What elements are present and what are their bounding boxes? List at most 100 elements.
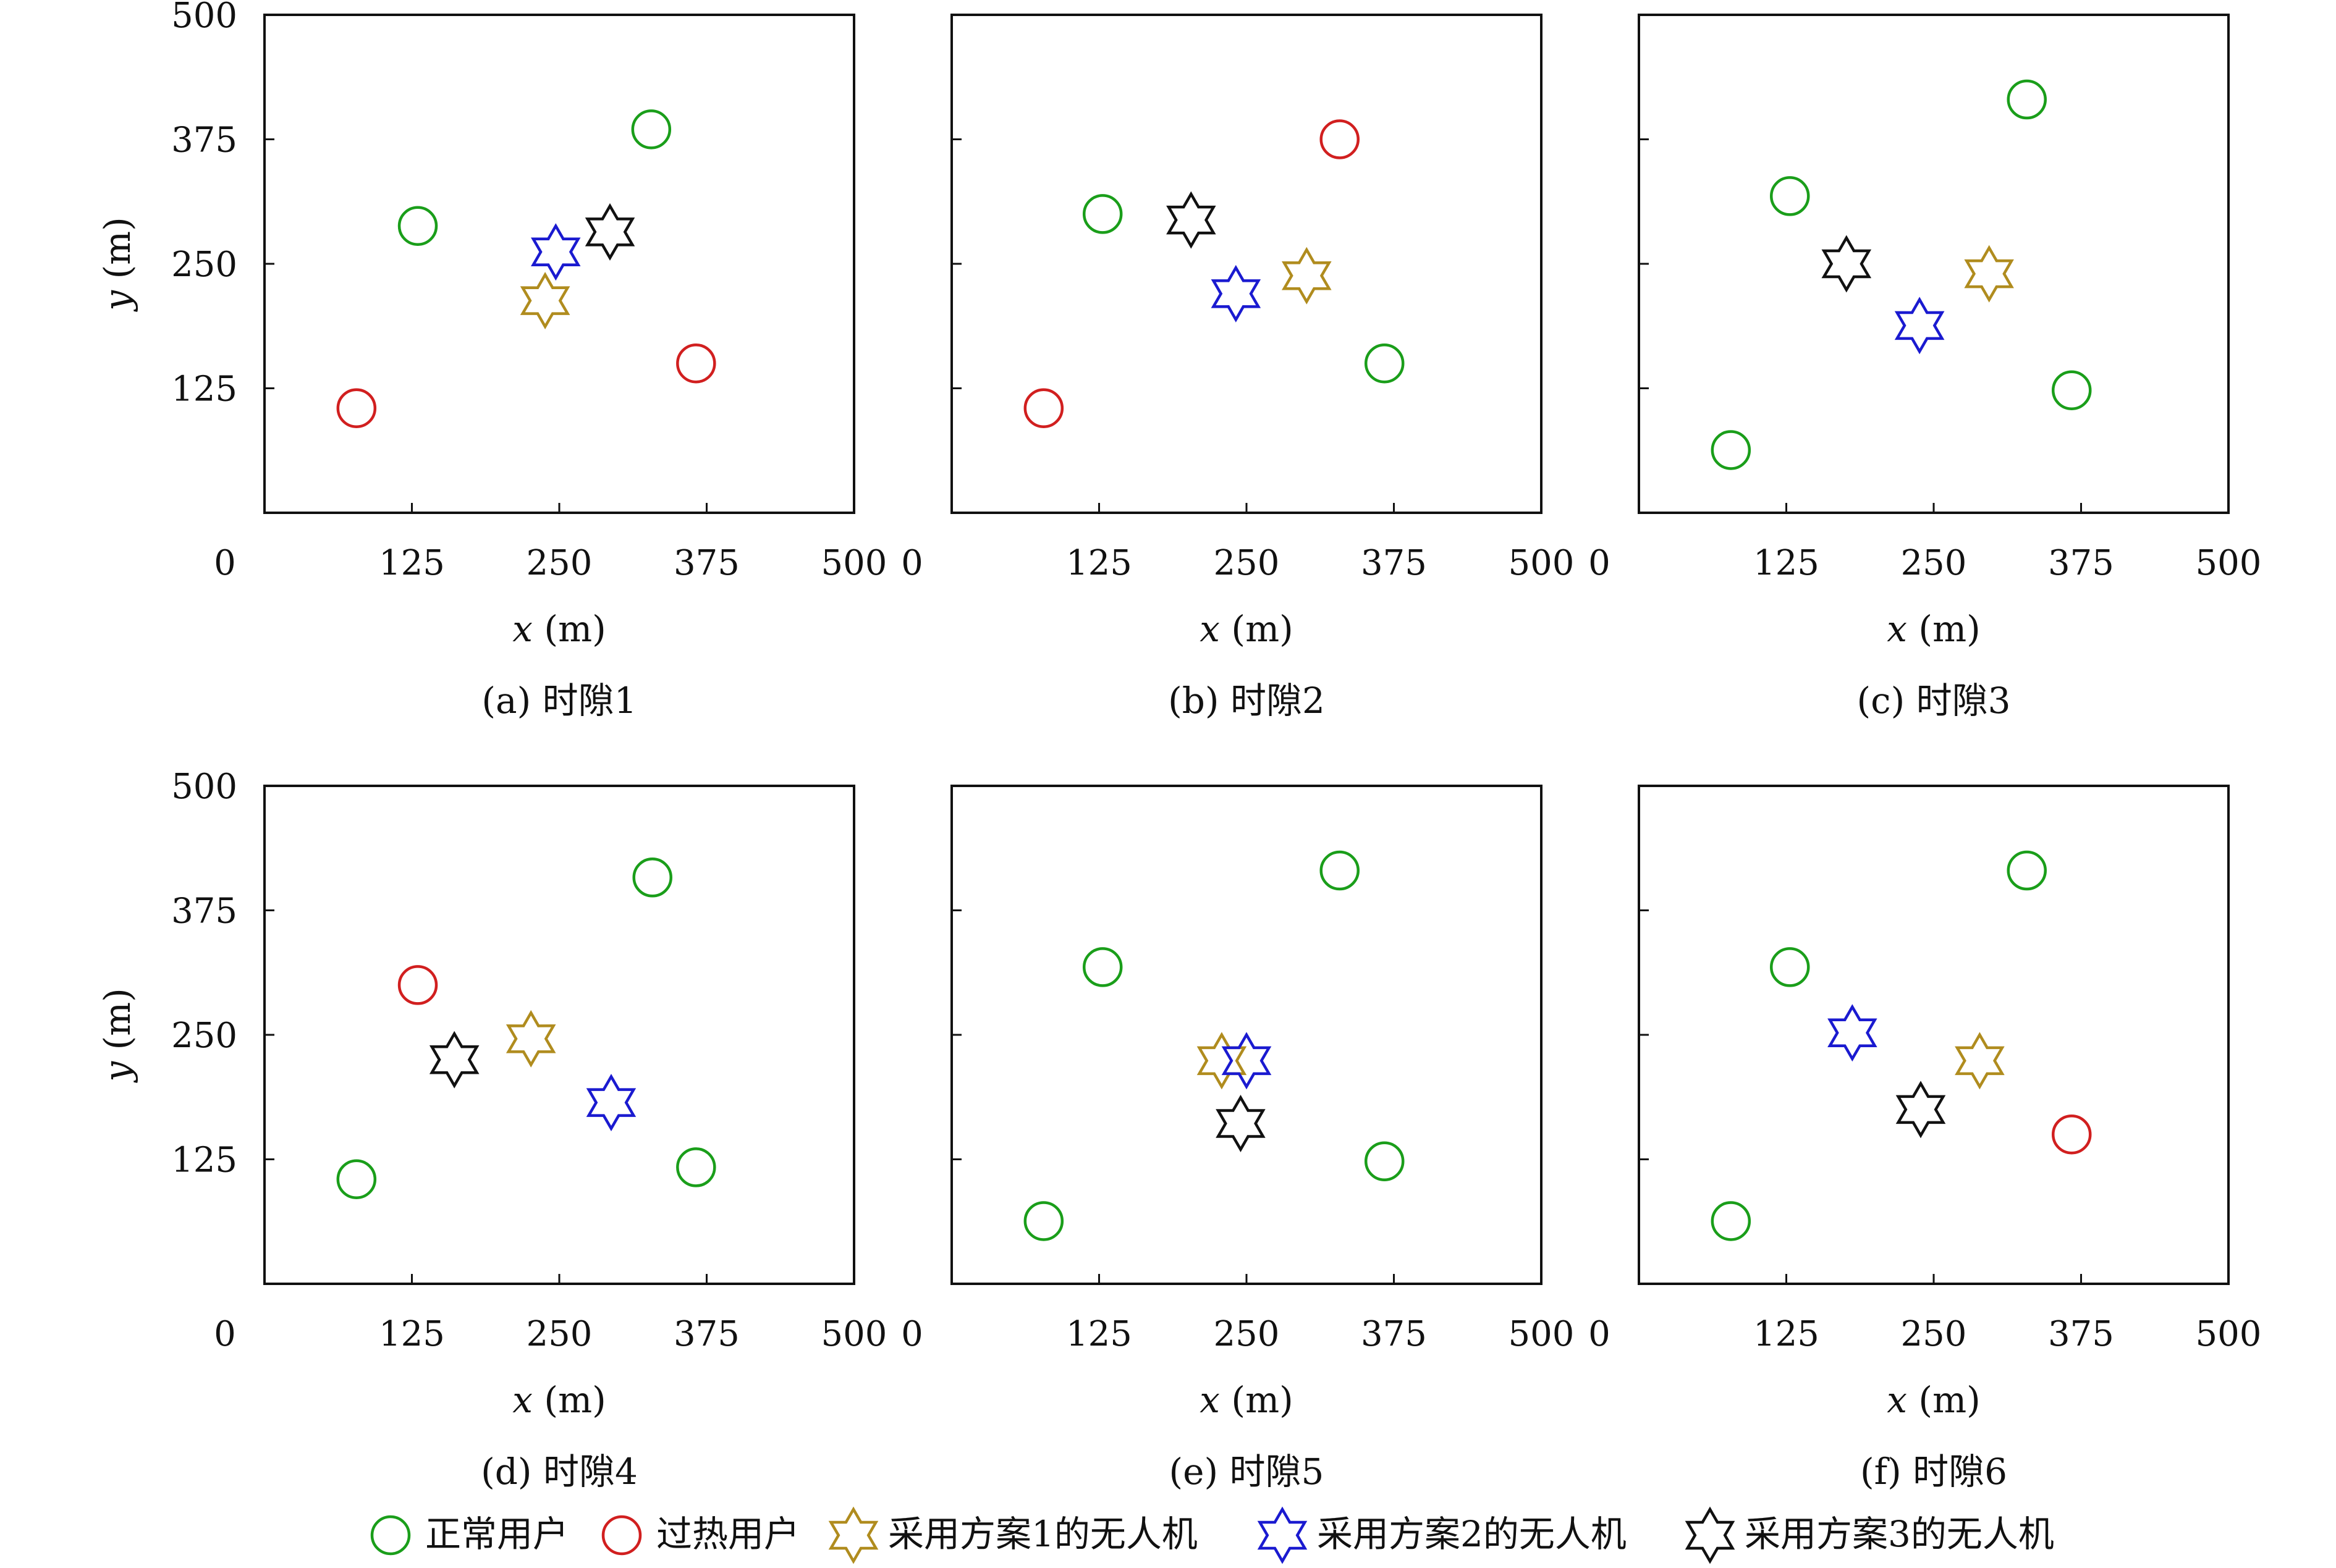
x-tick-label: 0 — [214, 543, 236, 583]
normal-user-point — [2007, 850, 2047, 891]
uav-scheme3-point — [585, 203, 635, 261]
legend-marker-uav-scheme2 — [1257, 1506, 1308, 1564]
y-tick-label: 375 — [171, 120, 237, 161]
x-tick-label: 125 — [1753, 1314, 1819, 1354]
uav-scheme2-point — [1894, 297, 1945, 355]
uav-scheme2-point — [1211, 264, 1261, 322]
x-tick-label: 125 — [379, 1314, 445, 1354]
uav-scheme1-point — [1281, 247, 1332, 305]
legend-label-uav-scheme1: 采用方案1的无人机 — [888, 1513, 1198, 1555]
x-tick-label: 250 — [1901, 543, 1967, 583]
uav-scheme1-point — [1955, 1032, 2005, 1090]
x-tick-label: 0 — [901, 1314, 923, 1354]
overheated-user-point — [2051, 1114, 2092, 1155]
panel-caption: (c) 时隙3 — [1856, 680, 2010, 722]
overheated-user-point — [397, 965, 438, 1005]
overheated-user-point — [1319, 119, 1360, 159]
x-tick-label: 0 — [901, 543, 923, 583]
normal-user-point — [336, 1159, 377, 1199]
panel-f: 0 125 250 375 500 x (m) (f) 时隙6 — [1588, 785, 2262, 1493]
x-axis-label: x (m) — [512, 608, 606, 650]
overheated-user-point — [336, 388, 377, 428]
panel-caption: (e) 时隙5 — [1169, 1451, 1324, 1493]
x-tick-label: 500 — [2196, 1314, 2262, 1354]
y-axis-label: y (m) — [96, 988, 138, 1083]
plot-frame — [1638, 785, 2230, 1285]
x-tick-label: 250 — [1214, 1314, 1280, 1354]
x-tick-label: 250 — [1214, 543, 1280, 583]
legend-marker-uav-scheme3 — [1685, 1506, 1735, 1564]
panel-caption: (f) 时隙6 — [1860, 1451, 2007, 1493]
y-tick-label: 125 — [171, 369, 237, 410]
uav-scheme3-point — [1821, 235, 1872, 293]
x-tick-label: 500 — [821, 543, 887, 583]
panel-caption: (a) 时隙1 — [481, 680, 637, 722]
y-axis-label: y (m) — [96, 217, 138, 312]
normal-user-point — [1082, 947, 1123, 987]
plot-frame — [263, 14, 855, 514]
uav-scheme1-point — [1196, 1032, 1247, 1090]
normal-user-point — [2007, 79, 2047, 120]
x-axis-label: x (m) — [1200, 1379, 1293, 1421]
normal-user-point — [676, 1147, 716, 1187]
x-tick-label: 375 — [2048, 1314, 2114, 1354]
normal-user-point — [1364, 343, 1405, 384]
x-tick-label: 250 — [527, 543, 593, 583]
y-tick-label: 250 — [171, 1016, 237, 1056]
normal-user-point — [2051, 370, 2092, 410]
uav-scheme3-point — [1216, 1095, 1266, 1152]
uav-scheme2-point — [1827, 1004, 1877, 1062]
normal-user-point — [1364, 1141, 1405, 1181]
x-axis-label: x (m) — [512, 1379, 606, 1421]
plot-frame — [1638, 14, 2230, 514]
y-tick-label: 500 — [171, 0, 237, 36]
x-tick-label: 125 — [1066, 1314, 1132, 1354]
x-tick-label: 375 — [674, 543, 740, 583]
x-tick-label: 375 — [1361, 1314, 1427, 1354]
y-tick-label: 125 — [171, 1140, 237, 1181]
uav-scheme2-point — [1221, 1032, 1272, 1090]
plot-frame — [263, 785, 855, 1285]
legend-marker-overheated-user — [601, 1515, 642, 1556]
normal-user-point — [1023, 1201, 1064, 1241]
x-tick-label: 125 — [1753, 543, 1819, 583]
panel-c: 0 125 250 375 500 x (m) (c) 时隙3 — [1588, 14, 2262, 722]
panel-d: 0 125 250 375 500 125 250 375 500 x (m) y (m) (d) 时… — [96, 767, 887, 1493]
normal-user-point — [1769, 947, 1810, 987]
uav-scheme3-point — [1895, 1081, 1946, 1139]
normal-user-point — [1711, 430, 1751, 470]
y-tick-label: 500 — [171, 767, 237, 807]
x-tick-label: 0 — [1588, 543, 1610, 583]
legend-label-normal-user: 正常用户 — [425, 1513, 569, 1555]
x-axis-label: x (m) — [1200, 608, 1293, 650]
uav-scheme3-point — [429, 1031, 480, 1089]
uav-scheme2-point — [586, 1074, 637, 1132]
panel-caption: (b) 时隙2 — [1168, 680, 1325, 722]
normal-user-point — [1769, 176, 1810, 216]
normal-user-point — [1082, 194, 1123, 234]
panel-caption: (d) 时隙4 — [481, 1451, 638, 1493]
x-tick-label: 0 — [1588, 1314, 1610, 1354]
plot-frame — [950, 14, 1543, 514]
legend-label-overheated-user: 过热用户 — [656, 1513, 800, 1555]
uav-scheme2-point — [530, 223, 581, 281]
legend-marker-uav-scheme1 — [828, 1506, 879, 1564]
x-tick-label: 125 — [1066, 543, 1132, 583]
legend-marker-normal-user — [370, 1515, 411, 1556]
overheated-user-point — [676, 343, 716, 384]
x-tick-label: 500 — [2196, 543, 2262, 583]
x-tick-label: 500 — [821, 1314, 887, 1354]
x-tick-label: 0 — [214, 1314, 236, 1354]
x-tick-label: 500 — [1509, 543, 1575, 583]
y-tick-label: 250 — [171, 245, 237, 285]
uav-scheme3-point — [1166, 191, 1216, 249]
normal-user-point — [631, 109, 672, 150]
normal-user-point — [1711, 1201, 1751, 1241]
legend: 正常用户 过热用户 采用方案1的无人机 采用方案2的无人机 采用方案3的无人机 — [370, 1506, 2054, 1564]
x-tick-label: 375 — [2048, 543, 2114, 583]
normal-user-point — [632, 858, 672, 898]
uav-scheme1-point — [506, 1010, 556, 1068]
x-tick-label: 375 — [674, 1314, 740, 1354]
x-axis-label: x (m) — [1887, 608, 1980, 650]
